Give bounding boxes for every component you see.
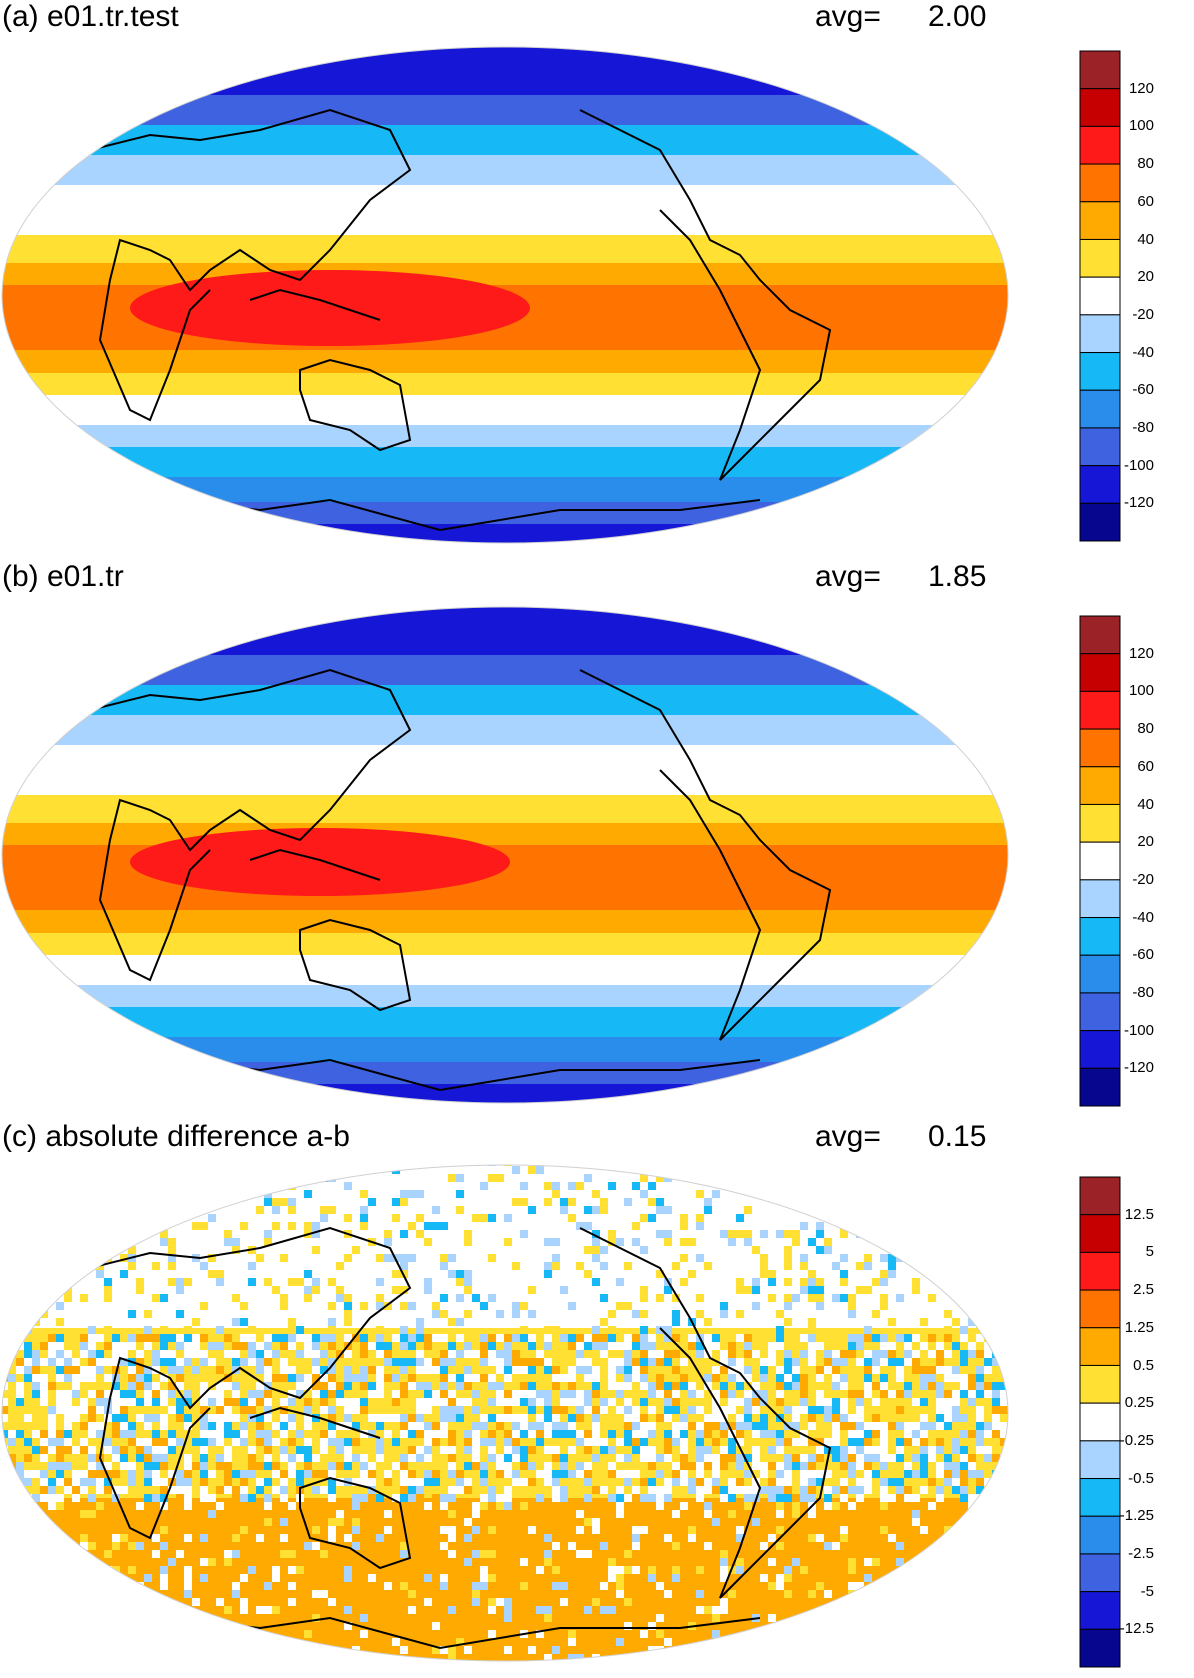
panel-b-title: (b) e01.tr bbox=[2, 560, 124, 593]
band-b-sub-n bbox=[2, 795, 1008, 823]
band-b-antarctic bbox=[2, 1084, 1008, 1103]
colorbar-box-b-6 bbox=[1079, 841, 1121, 881]
colorbar-box-c-6 bbox=[1079, 1402, 1121, 1442]
band-b-s-1 bbox=[2, 985, 1008, 1007]
band-a-mid-s bbox=[2, 395, 1008, 425]
panel-a-avg-label: avg= bbox=[815, 0, 881, 33]
panel-a-map-border bbox=[1, 46, 1009, 544]
panel-b-map bbox=[1, 606, 1009, 1104]
panel-a-avg-value: 2.00 bbox=[928, 0, 987, 33]
colorbar-box-b-2 bbox=[1079, 690, 1121, 730]
colorbar-box-a-11 bbox=[1079, 465, 1121, 504]
colorbar-box-a-6 bbox=[1079, 276, 1121, 316]
panel-a: (a) e01.tr.test avg= 2.00 bbox=[0, 0, 1194, 560]
band-b-s-4 bbox=[2, 1062, 1008, 1084]
band-b-mid-n bbox=[2, 745, 1008, 795]
colorbar-box-b-10 bbox=[1079, 992, 1121, 1032]
colorbar-box-c-11 bbox=[1079, 1591, 1121, 1630]
band-a-arctic-3 bbox=[2, 125, 1008, 155]
colorbar-box-c-1 bbox=[1079, 1214, 1121, 1253]
colorbar-box-a-4 bbox=[1079, 201, 1121, 240]
colorbar-box-c-5 bbox=[1079, 1364, 1121, 1404]
colorbar-box-b-5 bbox=[1079, 803, 1121, 843]
panel-c-avg-label: avg= bbox=[815, 1120, 881, 1153]
colorbar-box-c-8 bbox=[1079, 1478, 1121, 1517]
band-b-s-3 bbox=[2, 1037, 1008, 1062]
coastlines-a bbox=[39, 108, 832, 532]
colorbar-box-c-0 bbox=[1079, 1176, 1121, 1216]
panel-a-title: (a) e01.tr.test bbox=[2, 0, 179, 33]
colorbar-box-a-3 bbox=[1079, 163, 1121, 203]
colorbar-box-a-0 bbox=[1079, 50, 1121, 90]
colorbar-box-b-1 bbox=[1079, 653, 1121, 692]
colorbar-box-b-0 bbox=[1079, 615, 1121, 655]
colorbar-box-a-2 bbox=[1079, 125, 1121, 165]
colorbar-box-c-4 bbox=[1079, 1327, 1121, 1366]
panel-b-map-border bbox=[1, 606, 1009, 1104]
colorbar-box-a-12 bbox=[1079, 502, 1121, 542]
panel-b-avg-value: 1.85 bbox=[928, 560, 987, 593]
panel-a-map bbox=[1, 46, 1009, 544]
band-a-s-1 bbox=[2, 425, 1008, 447]
panel-c-map bbox=[1, 1164, 1009, 1662]
colorbar-box-a-10 bbox=[1079, 427, 1121, 467]
panel-a-colorbar: 120 100 80 60 40 20 -20 -40 -60 -80 -100 -120 bbox=[1079, 50, 1179, 542]
colorbar-box-a-7 bbox=[1079, 314, 1121, 354]
band-b-s-2 bbox=[2, 1007, 1008, 1037]
band-a-s-2 bbox=[2, 447, 1008, 477]
panel-a-colorbar-boxes bbox=[1079, 50, 1121, 542]
band-a-s-4 bbox=[2, 502, 1008, 524]
band-a-arctic-2 bbox=[2, 95, 1008, 125]
panel-b: (b) e01.tr avg= 1.85 bbox=[0, 560, 1194, 1120]
region-b-warm-pool bbox=[130, 828, 510, 896]
colorbar-box-a-8 bbox=[1079, 352, 1121, 391]
band-a-antarctic bbox=[2, 524, 1008, 543]
band-b-arctic-3 bbox=[2, 685, 1008, 715]
colorbar-box-a-1 bbox=[1079, 88, 1121, 127]
panel-b-colorbar: 120 100 80 60 40 20 -20 -40 -60 -80 -100 -120 bbox=[1079, 615, 1179, 1107]
colorbar-box-c-7 bbox=[1079, 1440, 1121, 1480]
band-a-arctic-1 bbox=[2, 47, 1008, 95]
panel-c-colorbar: 12.5 5 2.5 1.25 0.5 0.25 -0.25 -0.5 -1.25 -2.5 -5-… bbox=[1079, 1176, 1179, 1668]
colorbar-box-b-12 bbox=[1079, 1067, 1121, 1107]
band-b-mid-s bbox=[2, 955, 1008, 985]
colorbar-box-b-4 bbox=[1079, 766, 1121, 805]
colorbar-box-b-8 bbox=[1079, 917, 1121, 956]
band-a-s-3 bbox=[2, 477, 1008, 502]
coastlines-b bbox=[39, 668, 832, 1092]
colorbar-box-c-10 bbox=[1079, 1553, 1121, 1593]
band-b-arctic-4 bbox=[2, 715, 1008, 745]
band-b-arctic-1 bbox=[2, 607, 1008, 655]
colorbar-box-c-3 bbox=[1079, 1289, 1121, 1329]
panel-c-map-border bbox=[1, 1164, 1009, 1662]
panel-b-avg-label: avg= bbox=[815, 560, 881, 593]
band-b-arctic-2 bbox=[2, 655, 1008, 685]
panel-b-colorbar-boxes bbox=[1079, 615, 1121, 1107]
band-a-sub-n bbox=[2, 235, 1008, 263]
colorbar-box-b-3 bbox=[1079, 728, 1121, 768]
panel-c-title: (c) absolute difference a-b bbox=[2, 1120, 350, 1153]
band-a-arctic-4 bbox=[2, 155, 1008, 185]
panel-c: (c) absolute difference a-b avg= 0.15 12… bbox=[0, 1120, 1194, 1677]
colorbar-box-a-9 bbox=[1079, 389, 1121, 429]
colorbar-box-a-5 bbox=[1079, 238, 1121, 278]
band-b-sub-s bbox=[2, 933, 1008, 955]
colorbar-box-c-12 bbox=[1079, 1628, 1121, 1668]
panel-c-colorbar-boxes bbox=[1079, 1176, 1121, 1668]
colorbar-box-c-2 bbox=[1079, 1251, 1121, 1291]
coastlines-c bbox=[39, 1226, 832, 1650]
colorbar-box-b-11 bbox=[1079, 1030, 1121, 1069]
colorbar-box-b-9 bbox=[1079, 954, 1121, 994]
band-a-sub-s bbox=[2, 373, 1008, 395]
colorbar-box-b-7 bbox=[1079, 879, 1121, 919]
region-a-warm-pool bbox=[130, 270, 530, 346]
band-a-mid-n bbox=[2, 185, 1008, 235]
panel-c-avg-value: 0.15 bbox=[928, 1120, 987, 1153]
colorbar-box-c-9 bbox=[1079, 1515, 1121, 1555]
